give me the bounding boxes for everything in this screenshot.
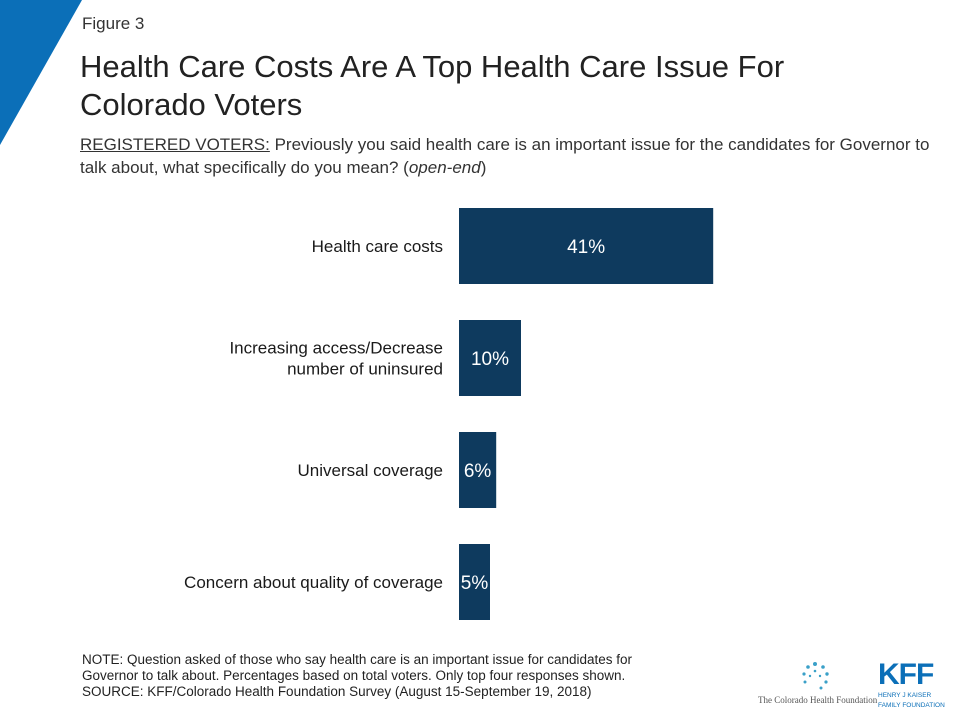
subtitle-italic: open-end [408,158,481,177]
bar-value-label-3: 5% [461,573,489,594]
subtitle-tail: ) [480,158,487,177]
category-label-2: Universal coverage [297,461,443,480]
kff-logo-sub-2: FAMILY FOUNDATION [878,701,945,709]
bar-3 [459,544,490,620]
source-line: SOURCE: KFF/Colorado Health Foundation S… [82,684,592,699]
category-label-1: Increasing access/Decrease number of unin… [229,339,443,379]
bar-chart: 41% Health care costs 10% Increasing access… [184,208,714,620]
figure-label: Figure 3 [82,14,145,33]
note-line-1: NOTE: Question asked of those who say he… [82,652,633,667]
bar-2 [459,432,497,508]
bar-1 [459,320,521,396]
kff-logo-word: KFF [878,658,934,691]
chf-logo-text: The Colorado Health Foundation [758,695,878,705]
bar-0 [459,208,714,284]
chf-sunburst-icon [802,662,829,690]
category-label-line: Concern about quality of coverage [184,573,443,592]
kff-logo-sub-1: HENRY J KAISER [878,692,932,699]
category-label-line: Health care costs [312,237,443,256]
subtitle-text: Previously you said health care is an im… [80,135,930,177]
bar-value-label-1: 10% [471,349,509,370]
corner-accent [0,0,82,145]
subtitle-lead: REGISTERED VOTERS: [80,135,270,154]
category-label-3: Concern about quality of coverage [184,573,443,592]
chart-subtitle: REGISTERED VOTERS: Previously you said h… [80,133,930,179]
bar-value-label-0: 41% [567,237,605,258]
category-label-line: Universal coverage [297,461,443,480]
colorado-health-foundation-logo: The Colorado Health Foundation [758,660,878,710]
chart-title: Health Care Costs Are A Top Health Care … [80,49,785,122]
category-label-line: Increasing access/Decrease [229,339,443,358]
chart-note: NOTE: Question asked of those who say he… [82,652,722,700]
bar-value-label-2: 6% [464,461,492,482]
kff-logo: KFF HENRY J KAISER FAMILY FOUNDATION [878,660,950,712]
category-label-0: Health care costs [312,237,443,256]
note-line-2: Governor to talk about. Percentages base… [82,668,626,683]
category-label-line: number of uninsured [287,360,443,379]
